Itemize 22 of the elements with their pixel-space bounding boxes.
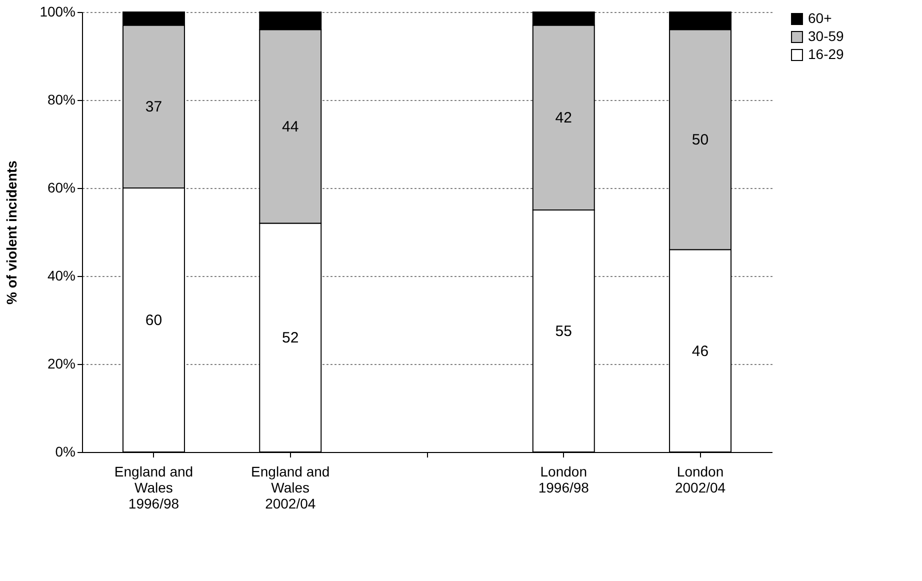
- legend-label: 30-59: [808, 28, 844, 44]
- data-label: 37: [145, 98, 162, 116]
- x-tick-label: England and Wales 2002/04: [251, 464, 330, 512]
- y-tick-label: 80%: [47, 92, 76, 108]
- x-tick-label: London 1996/98: [538, 464, 590, 496]
- x-tick-label: England and Wales 1996/98: [114, 464, 194, 512]
- legend-label: 16-29: [808, 46, 844, 62]
- y-tick-label: 40%: [47, 268, 76, 284]
- data-label: 52: [282, 330, 299, 347]
- y-axis-title: % of violent incidents: [4, 160, 20, 304]
- x-tick-label: London 2002/04: [674, 464, 726, 496]
- y-tick-label: 20%: [47, 356, 76, 372]
- data-label: 44: [282, 118, 299, 136]
- data-label: 46: [692, 342, 709, 360]
- data-label: 50: [692, 132, 709, 149]
- data-label: 60: [145, 312, 162, 329]
- y-tick-label: 100%: [40, 4, 76, 20]
- data-label: 55: [555, 323, 572, 340]
- data-label: 42: [555, 110, 572, 127]
- y-tick-label: 0%: [55, 444, 76, 460]
- y-tick-label: 60%: [47, 180, 76, 196]
- legend-label: 60+: [808, 10, 832, 26]
